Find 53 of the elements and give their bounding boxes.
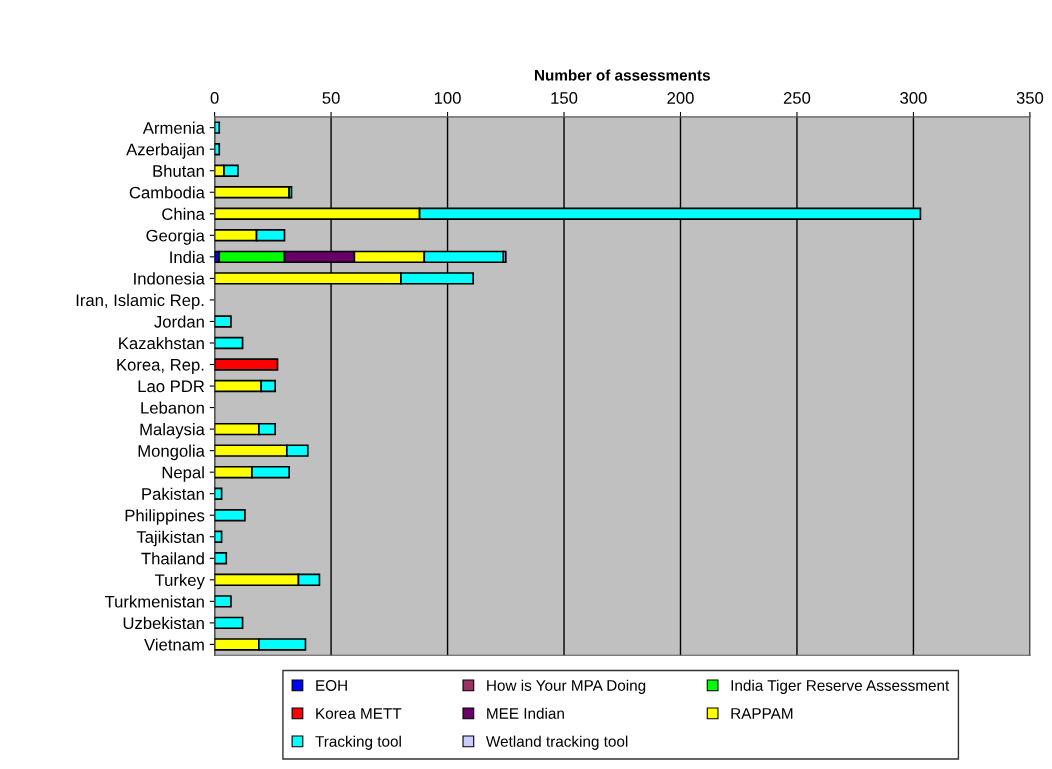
y-tick-label: Turkey: [154, 573, 205, 590]
y-tick-label: Philippines: [125, 509, 205, 525]
y-tick-label: Bhutan: [153, 164, 204, 177]
bar: [214, 121, 221, 134]
legend-label: Korea METT: [316, 708, 402, 719]
legend-label: How is Your MPA Doing: [487, 679, 646, 694]
y-tick-label: Tajikistan: [136, 530, 204, 547]
x-tick-label: 300: [900, 92, 927, 104]
legend-label: EOH: [316, 680, 347, 691]
y-tick-label: Lebanon: [141, 401, 204, 414]
x-tick-label: 50: [322, 92, 340, 104]
bar: [214, 336, 244, 350]
y-tick-label: Armenia: [142, 121, 205, 134]
bar: [214, 358, 279, 371]
legend-label: MEE Indian: [487, 707, 564, 719]
legend-label: India Tiger Reserve Assessment: [731, 679, 950, 694]
bar: [214, 142, 221, 156]
legend-label: Tracking tool: [315, 735, 401, 750]
y-tick-label: Indonesia: [134, 272, 205, 285]
legend-label: Wetland tracking tool: [485, 735, 628, 750]
bar: [214, 487, 223, 500]
bar: [214, 595, 232, 608]
y-tick-label: India: [170, 250, 205, 264]
y-tick-label: Mongolia: [138, 444, 205, 461]
y-tick-label: Nepal: [162, 466, 204, 482]
legend-label: RAPPAM: [731, 708, 793, 719]
x-axis-title: Number of assessments: [534, 69, 710, 81]
x-tick-label: 350: [1016, 92, 1044, 104]
bar: [214, 509, 246, 522]
y-tick-label: Kazakhstan: [119, 336, 204, 350]
y-tick-label: Iran, Islamic Rep.: [76, 293, 204, 310]
x-tick-label: 100: [434, 92, 461, 104]
y-tick-label: Georgia: [146, 229, 205, 245]
x-tick-label: 0: [210, 92, 219, 104]
y-tick-label: Vietnam: [144, 638, 204, 651]
y-tick-label: Jordan: [154, 315, 204, 328]
bar: [214, 616, 244, 630]
y-tick-label: Cambodia: [129, 186, 205, 199]
y-tick-label: Thailand: [141, 552, 204, 565]
y-tick-label: Pakistan: [142, 487, 204, 500]
y-tick-label: Turkmenistan: [104, 595, 204, 608]
y-tick-label: Malaysia: [140, 423, 205, 439]
y-tick-label: Uzbekistan: [123, 616, 204, 630]
bar: [214, 186, 290, 199]
bar: [214, 315, 232, 328]
y-tick-label: Korea, Rep.: [117, 359, 204, 374]
x-tick-label: 250: [783, 92, 811, 104]
x-tick-label: 200: [667, 92, 694, 104]
y-tick-label: Lao PDR: [138, 380, 205, 393]
y-tick-label: Azerbaijan: [126, 143, 204, 159]
bar: [214, 552, 228, 565]
x-tick-label: 150: [551, 92, 578, 104]
y-tick-label: China: [162, 207, 205, 220]
